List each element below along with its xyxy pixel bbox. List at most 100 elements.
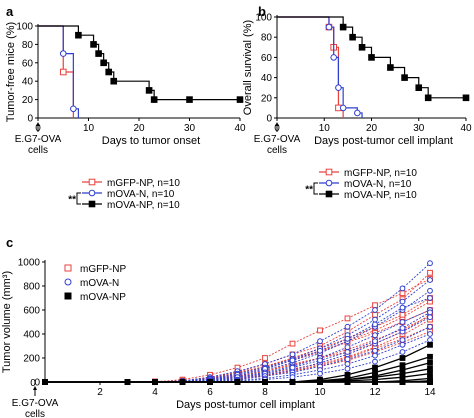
- panel-c-ytick-label: 400: [23, 330, 40, 341]
- panel-b-significance-label: **: [305, 185, 313, 196]
- panel-c-series-1-marker: [344, 361, 351, 367]
- panel-a-series-1-marker: [70, 105, 77, 113]
- panel-b-series-2-marker: [339, 23, 347, 31]
- panel-a-series-2-marker: [186, 96, 193, 103]
- panel-b-ytick-label: 80: [261, 33, 273, 44]
- panel-c-legend-label: mGFP-NP: [80, 264, 126, 275]
- panel-c-series-1-marker: [372, 358, 378, 365]
- panel-b-xlabel: Days post-tumor cell implant: [314, 135, 453, 147]
- panel-b-xtick-label: 20: [366, 123, 378, 134]
- panel-c-series-0-marker: [399, 290, 406, 297]
- panel-c-series-1-marker: [372, 352, 378, 359]
- panel-a-series-2-marker: [236, 96, 244, 103]
- panel-a-legend-label: mGFP-NP, n=10: [107, 178, 180, 189]
- panel-b-ytick-label: 40: [261, 73, 273, 84]
- panel-a-letter: a: [6, 4, 14, 19]
- panel-a-legend-label: mOVA-N, n=10: [107, 189, 175, 200]
- panel-c-series-0-marker: [317, 327, 323, 334]
- panel-a-series-2-marker: [150, 96, 158, 103]
- panel-c-annotation-line1: E.G7-OVA: [12, 398, 59, 409]
- panel-c-series-2-marker: [317, 379, 323, 385]
- panel-b-ytick-label: 100: [255, 13, 272, 24]
- panel-c-legend-label: mOVA-NP: [80, 292, 126, 303]
- panel-a-ytick-label: 100: [16, 22, 33, 33]
- panel-c-series-2-marker: [289, 379, 296, 385]
- panel-c-series-1-marker: [399, 285, 406, 292]
- panel-c-series-1-marker: [427, 323, 433, 330]
- panel-a-xlabel: Days to tumor onset: [102, 135, 200, 147]
- panel-c-series-2-marker: [399, 355, 406, 361]
- panel-c-series-1-marker: [427, 337, 433, 343]
- panel-c-series-2-marker: [427, 379, 433, 385]
- panel-b-xtick-label: 40: [460, 123, 472, 134]
- panel-b-series-2-marker: [462, 94, 470, 102]
- panel-c-series-1-marker: [372, 316, 378, 323]
- panel-a-significance-bracket: [76, 192, 81, 205]
- panel-c-series-2-marker: [399, 379, 406, 385]
- panel-c-series-1-marker: [344, 344, 351, 351]
- panel-a-series-0-line: [38, 25, 74, 118]
- panel-c-series-2-marker: [372, 379, 378, 385]
- panel-b-series-1-marker: [330, 54, 338, 61]
- panel-a-xtick-label: 20: [133, 123, 145, 134]
- panel-c-ytick-label: 0: [34, 378, 40, 389]
- panel-c-legend-marker: [64, 264, 72, 272]
- panel-a-series-2-marker: [95, 50, 102, 57]
- panel-b-series-1-marker: [354, 109, 361, 117]
- panel-b-annotation-arrowhead: [275, 122, 279, 126]
- panel-c-xtick-label: 8: [262, 387, 268, 398]
- panel-a-ylabel: Tumor-free mice (%): [5, 22, 17, 122]
- panel-c-series-1-marker: [427, 309, 433, 316]
- panel-c-xtick-label: 4: [152, 387, 158, 398]
- panel-c-series-1-marker: [372, 307, 378, 313]
- panel-a-series-2-line: [38, 25, 240, 101]
- panel-b-legend-marker: [325, 179, 333, 187]
- panel-c-xtick-label-zero: 0: [30, 378, 36, 389]
- panel-c-series-1-marker: [372, 347, 378, 354]
- panel-c-series-1-marker: [289, 357, 296, 364]
- panel-c-series-0-marker: [427, 269, 433, 276]
- panel-c-series-1-marker: [372, 338, 378, 345]
- panel-c-series-1-marker: [289, 374, 296, 381]
- panel-c-series-1-marker: [344, 356, 351, 363]
- panel-c-series-2-marker: [427, 341, 433, 348]
- panel-b-ylabel: Overall survival (%): [242, 20, 254, 115]
- panel-b-legend-label: mOVA-N, n=10: [344, 179, 412, 190]
- panel-a-annotation-arrowhead: [36, 122, 40, 126]
- panel-c-series-2-marker: [262, 379, 268, 385]
- panel-b-ytick-label: 0: [266, 114, 272, 125]
- panel-a-series-2-marker: [110, 77, 118, 85]
- panel-b-series-2-marker: [387, 64, 394, 71]
- panel-c-ytick-label: 800: [23, 282, 40, 293]
- panel-b-legend-marker: [325, 168, 333, 176]
- panel-b-series-2-marker: [358, 44, 366, 51]
- panel-c-annotation-line2: cells: [25, 409, 45, 418]
- panel-a-ytick-label: 80: [22, 40, 34, 51]
- panel-c-series-1-marker: [399, 337, 406, 343]
- panel-c-series-2-marker: [427, 370, 433, 377]
- panel-a-legend-marker: [88, 189, 96, 197]
- panel-c-series-1-marker: [372, 321, 378, 328]
- panel-a-series-1-marker: [59, 50, 67, 57]
- panel-c-series-1-marker: [399, 298, 406, 305]
- panel-b-series-2-marker: [424, 94, 432, 102]
- panel-c-series-1-marker: [399, 304, 406, 311]
- panel-b-legend-label: mGFP-NP, n=10: [344, 168, 417, 179]
- panel-c-ytick-label: 200: [23, 354, 40, 365]
- panel-b-legend-marker: [325, 190, 333, 198]
- panel-a-series-0-marker: [59, 68, 67, 76]
- panel-c-series-1-marker: [399, 325, 406, 331]
- panel-a-ytick-label: 60: [22, 58, 34, 69]
- panel-a-ytick-label: 40: [22, 77, 34, 88]
- panel-c-series-0-marker: [372, 311, 378, 318]
- panel-c-series-1-marker: [344, 335, 351, 342]
- panel-c-series-2-marker: [399, 362, 406, 369]
- panel-c-series-1-marker: [317, 338, 323, 345]
- panel-b-series-1-marker: [325, 23, 333, 31]
- panel-c-xtick-label: 12: [369, 387, 381, 398]
- panel-c-legend-marker: [64, 278, 72, 286]
- panel-c-series-1-marker: [427, 314, 433, 321]
- panel-c-series-1-marker: [427, 331, 433, 337]
- panel-c-series-2-marker: [42, 379, 48, 385]
- panel-c-series-2-marker: [124, 379, 131, 385]
